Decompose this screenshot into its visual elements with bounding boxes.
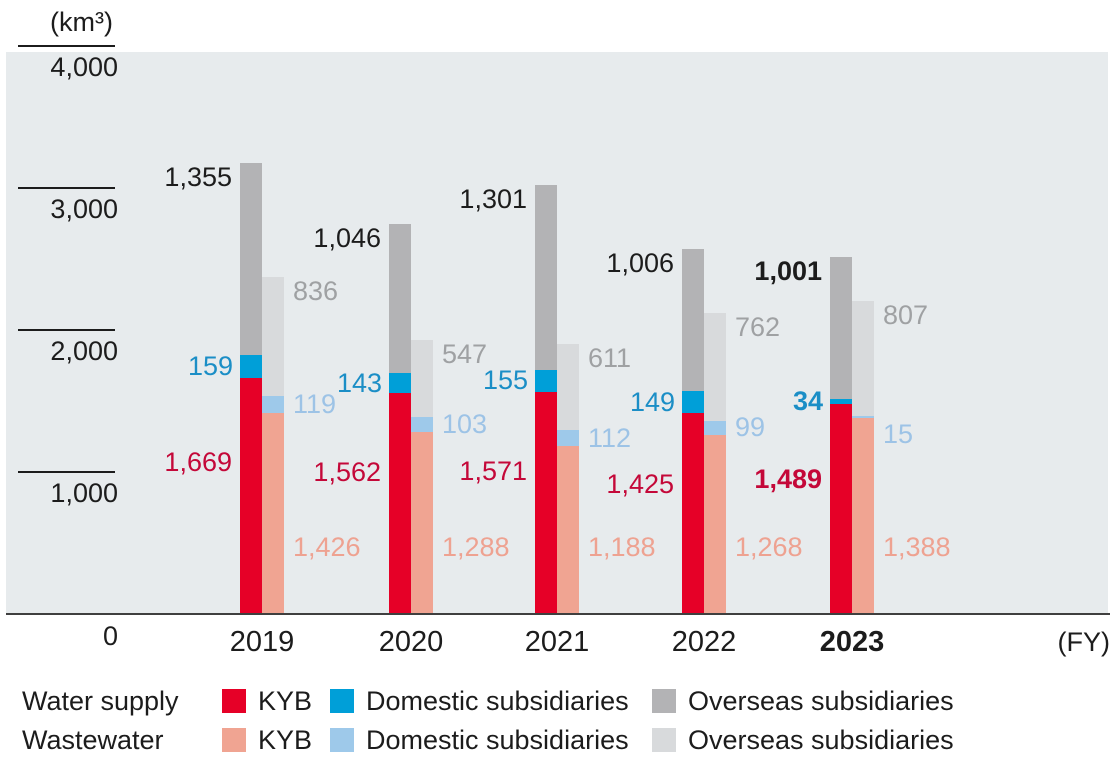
bar-segment-water-supply-domestic-subsidiaries-2020 bbox=[389, 372, 411, 394]
bar-segment-wastewater-overseas-subsidiaries-2021 bbox=[557, 343, 579, 431]
value-label-water-supply-overseas-subsidiaries-2020: 1,046 bbox=[313, 223, 381, 254]
bar-segment-wastewater-overseas-subsidiaries-2019 bbox=[262, 276, 284, 396]
value-label-water-supply-kyb-2022: 1,425 bbox=[606, 469, 674, 500]
legend-swatch-wastewater-overseas-subsidiaries bbox=[652, 728, 676, 752]
y-tick-label-2000: 2,000 bbox=[50, 336, 118, 366]
y-tick-line-1000 bbox=[18, 471, 115, 473]
value-label-wastewater-domestic-subsidiaries-2022: 99 bbox=[735, 412, 766, 443]
value-label-wastewater-overseas-subsidiaries-2022: 762 bbox=[735, 311, 781, 342]
bar-segment-water-supply-domestic-subsidiaries-2022 bbox=[682, 391, 704, 413]
legend-swatch-water-supply-kyb bbox=[222, 689, 246, 713]
legend-swatch-wastewater-kyb bbox=[222, 728, 246, 752]
value-label-water-supply-overseas-subsidiaries-2022: 1,006 bbox=[606, 247, 674, 278]
legend-row-label-wastewater: Wastewater bbox=[22, 725, 164, 755]
bar-segment-water-supply-domestic-subsidiaries-2023 bbox=[830, 398, 852, 404]
bar-segment-water-supply-domestic-subsidiaries-2021 bbox=[535, 369, 557, 392]
legend-item-label-wastewater-domestic-subsidiaries: Domestic subsidiaries bbox=[366, 725, 629, 755]
x-axis-label-2020: 2020 bbox=[378, 626, 444, 658]
bar-segment-wastewater-kyb-2023 bbox=[852, 417, 874, 615]
value-label-water-supply-overseas-subsidiaries-2023: 1,001 bbox=[754, 255, 822, 286]
value-label-wastewater-overseas-subsidiaries-2019: 836 bbox=[293, 275, 339, 306]
value-label-water-supply-domestic-subsidiaries-2019: 159 bbox=[187, 351, 233, 382]
value-label-wastewater-kyb-2023: 1,388 bbox=[883, 532, 951, 562]
bar-segment-water-supply-domestic-subsidiaries-2019 bbox=[240, 355, 262, 378]
legend-item-label-wastewater-kyb: KYB bbox=[258, 725, 313, 755]
bar-segment-wastewater-kyb-2019 bbox=[262, 412, 284, 615]
bar-segment-wastewater-domestic-subsidiaries-2019 bbox=[262, 395, 284, 413]
y-tick-label-0: 0 bbox=[102, 621, 118, 651]
bar-segment-wastewater-overseas-subsidiaries-2020 bbox=[411, 339, 433, 418]
bar-segment-wastewater-domestic-subsidiaries-2021 bbox=[557, 430, 579, 447]
x-axis-fy-label: (FY) bbox=[1057, 627, 1110, 657]
value-label-water-supply-domestic-subsidiaries-2023: 34 bbox=[792, 385, 823, 416]
value-label-wastewater-domestic-subsidiaries-2021: 112 bbox=[588, 422, 632, 453]
value-label-wastewater-overseas-subsidiaries-2023: 807 bbox=[883, 300, 929, 331]
bar-segment-wastewater-overseas-subsidiaries-2023 bbox=[852, 301, 874, 416]
bar-segment-water-supply-kyb-2019 bbox=[240, 378, 262, 615]
value-label-water-supply-kyb-2021: 1,571 bbox=[459, 456, 527, 487]
bar-segment-water-supply-kyb-2022 bbox=[682, 412, 704, 615]
legend-item-label-wastewater-overseas-subsidiaries: Overseas subsidiaries bbox=[688, 725, 954, 755]
value-label-wastewater-domestic-subsidiaries-2023: 15 bbox=[883, 419, 914, 450]
value-label-water-supply-overseas-subsidiaries-2021: 1,301 bbox=[459, 184, 527, 215]
value-label-water-supply-kyb-2023: 1,489 bbox=[754, 463, 822, 494]
y-tick-label-4000: 4,000 bbox=[50, 52, 118, 82]
value-label-water-supply-kyb-2020: 1,562 bbox=[313, 457, 381, 488]
y-tick-label-1000: 1,000 bbox=[50, 478, 118, 508]
bar-segment-wastewater-kyb-2021 bbox=[557, 446, 579, 615]
y-tick-line-4000 bbox=[18, 45, 115, 47]
value-label-wastewater-domestic-subsidiaries-2019: 119 bbox=[293, 388, 337, 419]
bar-segment-wastewater-domestic-subsidiaries-2020 bbox=[411, 417, 433, 433]
value-label-wastewater-kyb-2021: 1,188 bbox=[588, 532, 656, 562]
bar-segment-wastewater-domestic-subsidiaries-2022 bbox=[704, 420, 726, 435]
y-tick-line-3000 bbox=[18, 187, 115, 189]
y-tick-line-2000 bbox=[18, 329, 115, 331]
value-label-water-supply-domestic-subsidiaries-2021: 155 bbox=[482, 365, 528, 396]
bar-segment-water-supply-overseas-subsidiaries-2020 bbox=[389, 224, 411, 373]
y-tick-label-3000: 3,000 bbox=[50, 194, 118, 224]
value-label-wastewater-overseas-subsidiaries-2020: 547 bbox=[442, 338, 488, 369]
value-label-water-supply-domestic-subsidiaries-2022: 149 bbox=[629, 386, 675, 417]
bar-segment-wastewater-kyb-2022 bbox=[704, 434, 726, 615]
bar-segment-water-supply-overseas-subsidiaries-2021 bbox=[535, 185, 557, 370]
legend-swatch-wastewater-domestic-subsidiaries bbox=[330, 728, 354, 752]
x-axis-label-2021: 2021 bbox=[524, 626, 590, 658]
value-label-water-supply-domestic-subsidiaries-2020: 143 bbox=[336, 367, 382, 398]
legend-item-label-water-supply-domestic-subsidiaries: Domestic subsidiaries bbox=[366, 686, 629, 716]
x-axis-label-2019: 2019 bbox=[229, 626, 295, 658]
value-label-water-supply-kyb-2019: 1,669 bbox=[164, 447, 232, 478]
bar-segment-water-supply-kyb-2020 bbox=[389, 393, 411, 615]
value-label-wastewater-overseas-subsidiaries-2021: 611 bbox=[588, 342, 632, 373]
value-label-wastewater-kyb-2020: 1,288 bbox=[442, 532, 510, 562]
bar-segment-water-supply-overseas-subsidiaries-2023 bbox=[830, 256, 852, 399]
x-axis-label-2022: 2022 bbox=[671, 626, 737, 658]
legend-item-label-water-supply-overseas-subsidiaries: Overseas subsidiaries bbox=[688, 686, 954, 716]
y-axis-unit-label: (km³) bbox=[50, 7, 113, 37]
legend-swatch-water-supply-overseas-subsidiaries bbox=[652, 689, 676, 713]
bar-segment-wastewater-kyb-2020 bbox=[411, 432, 433, 615]
bar-segment-water-supply-overseas-subsidiaries-2019 bbox=[240, 163, 262, 356]
value-label-water-supply-overseas-subsidiaries-2019: 1,355 bbox=[164, 162, 232, 192]
x-axis-label-2023: 2023 bbox=[819, 626, 885, 658]
x-axis-line bbox=[6, 613, 1110, 615]
bar-segment-water-supply-kyb-2023 bbox=[830, 403, 852, 615]
bar-segment-wastewater-domestic-subsidiaries-2023 bbox=[852, 415, 874, 418]
legend-row-label-water-supply: Water supply bbox=[22, 686, 179, 716]
legend-swatch-water-supply-domestic-subsidiaries bbox=[330, 689, 354, 713]
legend-item-label-water-supply-kyb: KYB bbox=[258, 686, 313, 716]
value-label-wastewater-domestic-subsidiaries-2020: 103 bbox=[442, 409, 488, 440]
value-label-wastewater-kyb-2019: 1,426 bbox=[293, 532, 361, 562]
bar-segment-water-supply-kyb-2021 bbox=[535, 391, 557, 615]
value-label-wastewater-kyb-2022: 1,268 bbox=[735, 532, 803, 562]
bar-segment-water-supply-overseas-subsidiaries-2022 bbox=[682, 248, 704, 392]
bar-segment-wastewater-overseas-subsidiaries-2022 bbox=[704, 312, 726, 421]
